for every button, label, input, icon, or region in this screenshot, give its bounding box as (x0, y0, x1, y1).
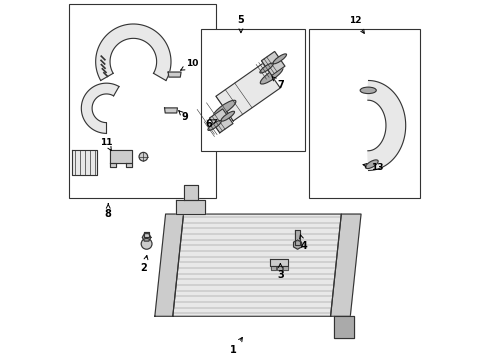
Text: 7: 7 (271, 77, 283, 90)
Ellipse shape (221, 111, 234, 121)
Circle shape (139, 152, 147, 161)
Polygon shape (183, 185, 198, 200)
Text: 8: 8 (104, 203, 111, 219)
Text: 12: 12 (349, 16, 364, 33)
Bar (69, 4, 215, 198)
Polygon shape (155, 214, 183, 316)
Ellipse shape (360, 87, 376, 94)
Polygon shape (168, 72, 181, 77)
Polygon shape (333, 316, 353, 338)
Ellipse shape (365, 160, 377, 168)
Ellipse shape (213, 100, 235, 117)
Polygon shape (367, 81, 405, 171)
Polygon shape (261, 51, 285, 76)
Polygon shape (144, 231, 148, 237)
Ellipse shape (207, 121, 221, 130)
Polygon shape (282, 266, 287, 270)
Polygon shape (270, 266, 276, 270)
Bar (308, 30, 419, 198)
Text: 3: 3 (276, 264, 283, 280)
Polygon shape (270, 259, 287, 266)
Text: 13: 13 (362, 163, 383, 172)
Polygon shape (176, 200, 204, 214)
Text: 10: 10 (181, 59, 198, 70)
Ellipse shape (272, 54, 286, 64)
Polygon shape (172, 214, 341, 316)
Polygon shape (209, 109, 232, 133)
Text: 5: 5 (237, 15, 244, 33)
Polygon shape (276, 266, 281, 270)
Polygon shape (125, 163, 131, 167)
Text: 4: 4 (299, 235, 306, 251)
Polygon shape (164, 108, 177, 113)
Text: 1: 1 (230, 337, 242, 355)
Polygon shape (216, 63, 280, 121)
Text: 9: 9 (179, 111, 188, 122)
Text: 2: 2 (141, 256, 147, 273)
Text: 6: 6 (205, 119, 217, 129)
Polygon shape (330, 214, 360, 316)
Polygon shape (294, 230, 300, 244)
Polygon shape (96, 24, 171, 81)
Polygon shape (293, 240, 301, 249)
Polygon shape (110, 163, 116, 167)
Circle shape (141, 238, 152, 249)
Text: 11: 11 (100, 138, 112, 150)
Polygon shape (142, 234, 151, 241)
Ellipse shape (259, 63, 273, 73)
Bar (201, 30, 305, 151)
Polygon shape (81, 83, 119, 134)
Ellipse shape (260, 67, 283, 84)
Polygon shape (72, 149, 97, 175)
Polygon shape (110, 150, 131, 163)
